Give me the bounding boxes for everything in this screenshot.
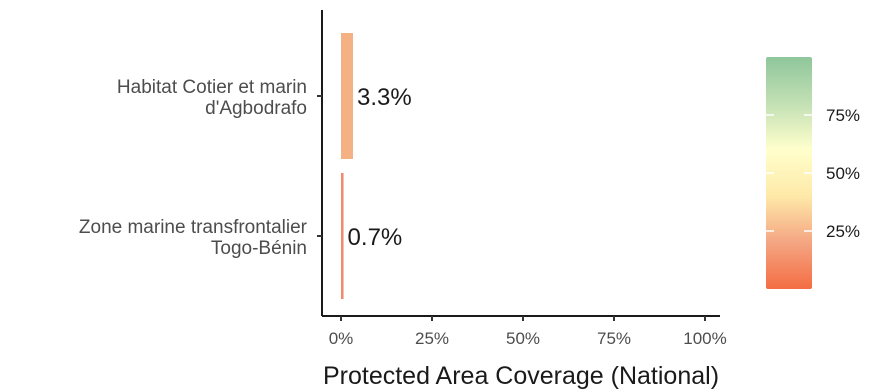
colorbar <box>766 57 812 289</box>
data-label: 3.3% <box>357 84 412 111</box>
category-label: Zone marine transfrontalier Togo-Bénin <box>79 217 308 259</box>
x-axis-title: Protected Area Coverage (National) <box>323 362 719 390</box>
data-labels: 3.3% 0.7% <box>348 84 412 251</box>
bar <box>341 173 344 299</box>
x-tick-label: 50% <box>506 329 540 348</box>
colorbar-legend: 25% 50% 75% <box>766 57 860 289</box>
x-tick-label: 75% <box>597 329 631 348</box>
colorbar-label: 75% <box>826 106 860 125</box>
bar <box>341 33 354 159</box>
colorbar-label: 50% <box>826 164 860 183</box>
x-tick-label: 25% <box>415 329 449 348</box>
axes <box>321 10 720 317</box>
colorbar-label: 25% <box>826 222 860 241</box>
data-label: 0.7% <box>348 224 403 251</box>
x-tick-label: 0% <box>329 329 354 348</box>
category-label: Habitat Cotier et marin d'Agbodrafo <box>117 77 307 119</box>
category-labels: Habitat Cotier et marin d'Agbodrafo Zone m… <box>79 77 322 259</box>
bars <box>341 33 354 299</box>
x-tick-label: 100% <box>683 329 726 348</box>
x-ticks: 0% 25% 50% 75% 100% <box>329 316 727 348</box>
